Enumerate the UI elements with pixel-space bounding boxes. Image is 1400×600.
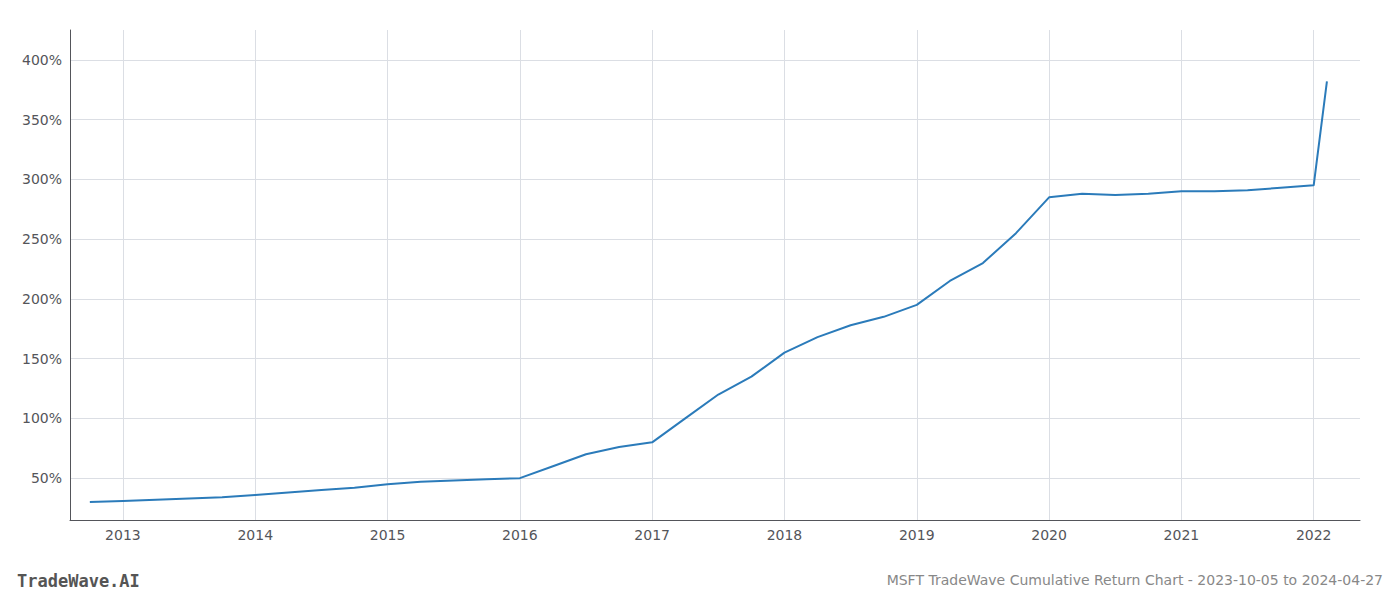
svg-text:2017: 2017 <box>634 527 670 543</box>
svg-text:2021: 2021 <box>1164 527 1200 543</box>
svg-text:2019: 2019 <box>899 527 935 543</box>
svg-text:350%: 350% <box>22 112 62 128</box>
svg-text:2013: 2013 <box>105 527 141 543</box>
svg-text:2020: 2020 <box>1031 527 1067 543</box>
svg-text:2014: 2014 <box>237 527 273 543</box>
svg-text:2018: 2018 <box>767 527 803 543</box>
svg-text:200%: 200% <box>22 291 62 307</box>
svg-text:400%: 400% <box>22 52 62 68</box>
svg-text:MSFT TradeWave Cumulative Retu: MSFT TradeWave Cumulative Return Chart -… <box>887 572 1383 588</box>
svg-text:150%: 150% <box>22 351 62 367</box>
svg-text:2016: 2016 <box>502 527 538 543</box>
svg-text:TradeWave.AI: TradeWave.AI <box>17 571 140 591</box>
svg-text:2022: 2022 <box>1296 527 1332 543</box>
svg-text:50%: 50% <box>31 470 62 486</box>
svg-text:300%: 300% <box>22 171 62 187</box>
svg-text:2015: 2015 <box>370 527 406 543</box>
svg-text:100%: 100% <box>22 410 62 426</box>
svg-text:250%: 250% <box>22 231 62 247</box>
